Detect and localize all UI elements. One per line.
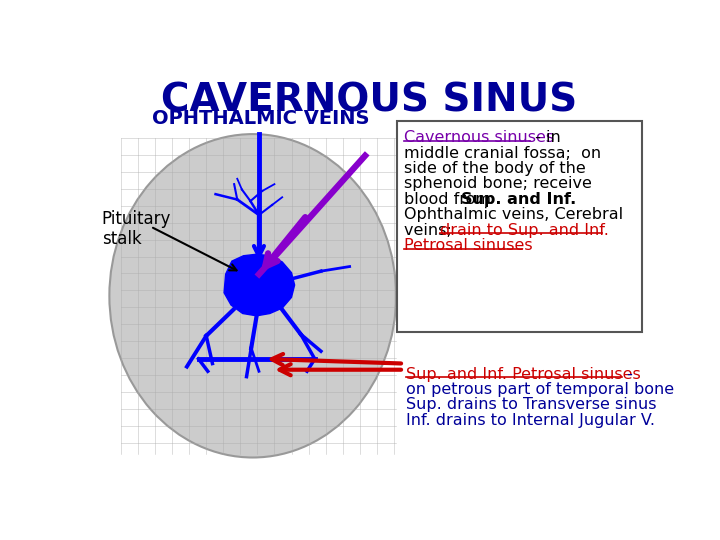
Text: Petrosal sinuses: Petrosal sinuses [404, 238, 533, 253]
Text: drain to Sup. and Inf.: drain to Sup. and Inf. [441, 222, 609, 238]
Text: Sup. and Inf.: Sup. and Inf. [462, 192, 577, 207]
Text: Cavernous sinuses: Cavernous sinuses [404, 130, 554, 145]
Text: Inf. drains to Internal Jugular V.: Inf. drains to Internal Jugular V. [406, 413, 655, 428]
Text: Sup. drains to Transverse sinus: Sup. drains to Transverse sinus [406, 397, 657, 413]
Text: - in: - in [530, 130, 561, 145]
FancyBboxPatch shape [397, 121, 642, 332]
Text: Sup. and Inf. Petrosal sinuses: Sup. and Inf. Petrosal sinuses [406, 367, 641, 382]
Text: -: - [621, 367, 633, 382]
Text: sphenoid bone; receive: sphenoid bone; receive [404, 177, 592, 192]
Text: side of the body of the: side of the body of the [404, 161, 585, 176]
Text: blood from: blood from [404, 192, 496, 207]
Polygon shape [224, 254, 294, 316]
Text: veins;: veins; [404, 222, 456, 238]
Ellipse shape [109, 134, 396, 457]
Text: Pituitary
stalk: Pituitary stalk [102, 210, 171, 248]
Text: Ophthalmic veins, Cerebral: Ophthalmic veins, Cerebral [404, 207, 623, 222]
Text: CAVERNOUS SINUS: CAVERNOUS SINUS [161, 82, 577, 120]
Text: middle cranial fossa;  on: middle cranial fossa; on [404, 146, 601, 161]
Text: on petrous part of temporal bone: on petrous part of temporal bone [406, 382, 675, 397]
Text: OPHTHALMIC VEINS: OPHTHALMIC VEINS [152, 110, 369, 129]
